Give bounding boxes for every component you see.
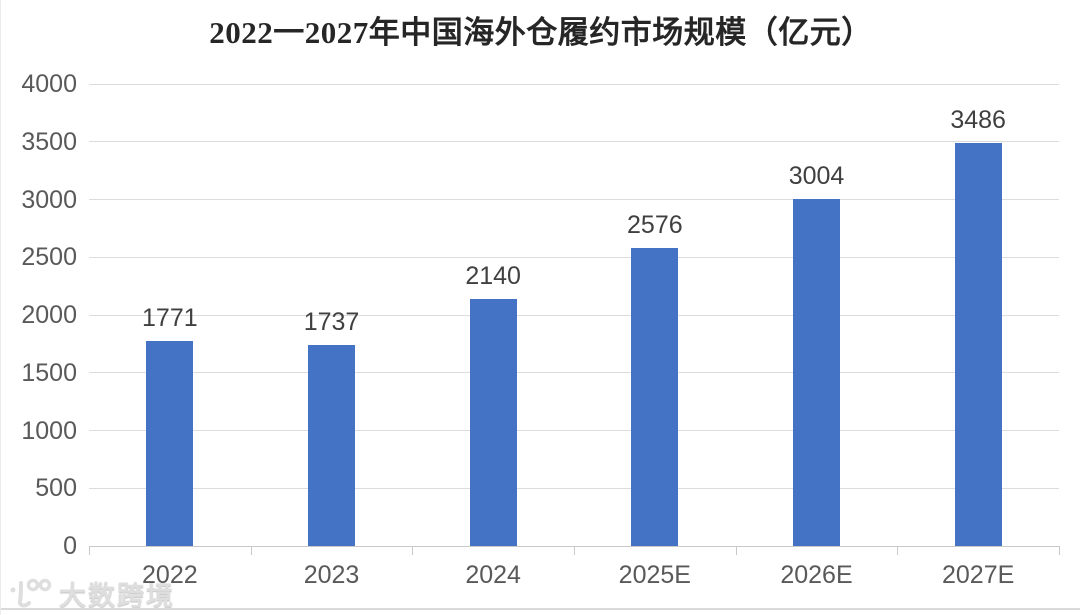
data-label-2023: 1737 — [303, 308, 360, 337]
y-axis-tick-label: 500 — [35, 474, 77, 503]
data-label-2024: 2140 — [465, 261, 521, 290]
gridline — [89, 141, 1059, 143]
gridline — [89, 199, 1059, 200]
x-axis-tick — [250, 547, 252, 555]
bar-2027E — [954, 143, 1002, 546]
y-axis-tick-label: 3500 — [21, 127, 77, 156]
y-axis-tick-label: 1500 — [21, 358, 77, 387]
gridline — [89, 83, 1059, 85]
x-axis-tick — [897, 547, 899, 555]
y-axis-tick-label: 2500 — [21, 243, 77, 272]
x-axis-tick — [735, 547, 737, 555]
x-axis-tick — [89, 547, 90, 555]
gridline — [89, 256, 1059, 258]
y-axis-tick-label: 2000 — [21, 301, 77, 329]
data-label-2025E: 2576 — [627, 211, 683, 240]
x-axis-label-2022: 2022 — [142, 561, 198, 589]
gridline — [89, 430, 1059, 431]
x-axis-label-2024: 2024 — [465, 561, 521, 589]
chart-title: 2022一2027年中国海外仓履约市场规模（亿元） — [209, 15, 873, 50]
x-axis-label-2023: 2023 — [303, 561, 360, 589]
plot-area: 1771 1737 2140 2576 3004 3486 — [89, 83, 1059, 546]
x-axis-label-2026E: 2026E — [780, 561, 853, 589]
x-axis-tick — [1059, 547, 1060, 555]
x-axis-label-2025E: 2025E — [618, 561, 691, 589]
bar-2025E — [631, 248, 679, 546]
bar-2022 — [146, 341, 194, 546]
bar-2024 — [469, 298, 517, 546]
x-axis-label-2027E: 2027E — [942, 561, 1015, 589]
data-label-2022: 1771 — [142, 304, 198, 333]
gridline — [89, 372, 1059, 374]
x-axis-line — [89, 546, 1060, 547]
gridline — [89, 487, 1059, 489]
data-label-2027E: 3486 — [950, 106, 1006, 135]
data-label-2026E: 3004 — [788, 162, 845, 191]
bar-2023 — [308, 345, 355, 546]
x-axis-tick — [412, 547, 414, 555]
y-axis-tick-label: 0 — [63, 532, 77, 560]
x-axis-tick — [574, 547, 575, 555]
gridline — [89, 314, 1059, 316]
y-axis-tick-label: 3000 — [21, 185, 77, 214]
bottom-divider — [1, 608, 1080, 610]
y-axis-tick-label: 1000 — [21, 416, 77, 445]
watermark-logo-icon — [10, 578, 52, 607]
bar-2026E — [793, 199, 840, 546]
y-axis-tick-label: 4000 — [21, 70, 77, 98]
